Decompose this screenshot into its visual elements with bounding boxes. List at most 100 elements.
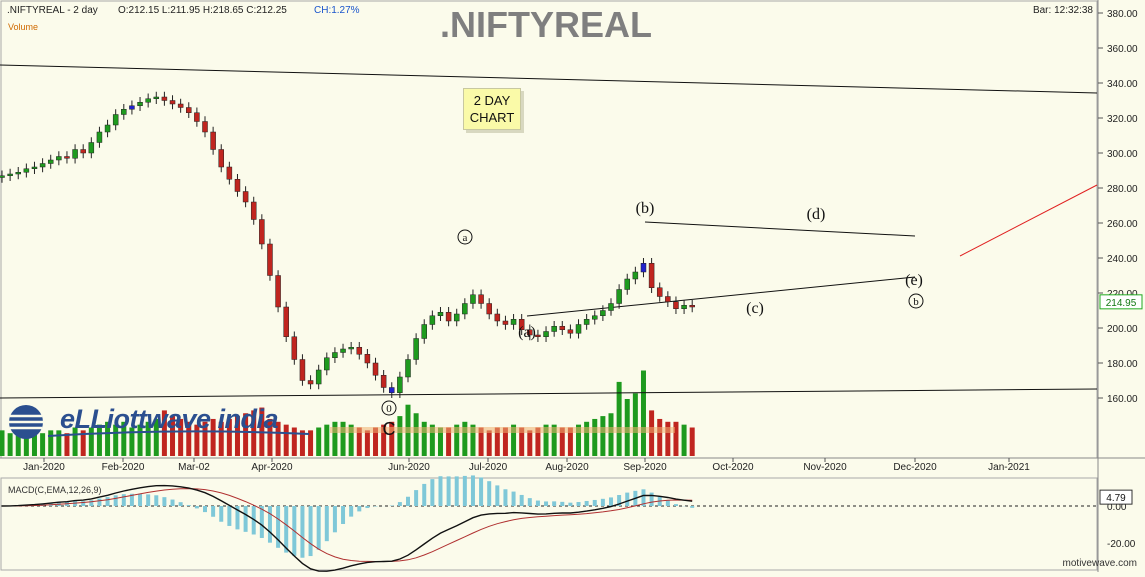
volume-bar	[641, 371, 646, 457]
candle-body	[503, 321, 508, 325]
wave-label-c: (c)	[746, 300, 764, 317]
candle-body	[56, 157, 61, 161]
candle-body	[97, 132, 102, 143]
wave-label-b: (b)	[636, 200, 655, 217]
candle-body	[535, 335, 540, 337]
macd-histogram-bar	[479, 477, 483, 506]
volume-bar	[316, 428, 321, 457]
candle-body	[438, 312, 443, 316]
macd-label: MACD(C,EMA,12,26,9)	[8, 485, 102, 495]
candle-body	[552, 326, 557, 331]
candle-body	[332, 353, 337, 358]
candle-body	[40, 164, 45, 168]
macd-histogram-bar	[357, 506, 361, 511]
candle-body	[560, 326, 565, 330]
candle-body	[584, 319, 589, 324]
candle-body	[227, 167, 232, 179]
candle-body	[162, 97, 167, 101]
volume-bar	[487, 430, 492, 456]
candle-body	[324, 358, 329, 370]
volume-bar	[332, 422, 337, 456]
macd-histogram-bar	[300, 506, 304, 558]
macd-histogram-bar	[447, 476, 451, 506]
volume-bar	[592, 419, 597, 456]
candle-body	[121, 109, 126, 114]
candle-body	[349, 347, 354, 349]
macd-histogram-bar	[179, 502, 183, 506]
macd-histogram-bar	[528, 498, 532, 506]
macd-histogram-bar	[122, 494, 126, 506]
candle-body	[235, 179, 240, 191]
macd-histogram-bar	[552, 501, 556, 506]
candle-body	[64, 157, 69, 159]
macd-histogram-bar	[609, 497, 613, 506]
macd-histogram-bar	[512, 492, 516, 506]
volume-bar	[365, 430, 370, 456]
volume-bar	[422, 422, 427, 456]
macd-histogram-bar	[244, 506, 248, 532]
candle-body	[641, 263, 646, 272]
x-tick-label: Jan-2021	[988, 462, 1030, 473]
candle-body	[568, 330, 573, 334]
y-tick-label: 180.00	[1107, 359, 1138, 370]
macd-histogram-bar	[114, 495, 118, 506]
projection-line	[960, 185, 1097, 256]
volume-bar	[649, 410, 654, 456]
volume-bar	[633, 393, 638, 456]
macd-histogram-bar	[430, 479, 434, 506]
candle-body	[0, 176, 5, 178]
candle-body	[625, 279, 630, 290]
y-tick-label: 340.00	[1107, 79, 1138, 90]
wave-label-d: (d)	[807, 206, 826, 223]
wave-label-c-major: C	[383, 419, 396, 439]
candle-body	[397, 377, 402, 393]
candle-body	[113, 115, 118, 126]
candle-body	[89, 143, 94, 154]
candle-body	[308, 381, 313, 385]
volume-bar	[397, 416, 402, 456]
candle-body	[129, 106, 134, 110]
y-tick-label: 260.00	[1107, 219, 1138, 230]
candle-body	[292, 337, 297, 360]
volume-bar	[584, 422, 589, 456]
x-tick-label: Mar-02	[178, 462, 210, 473]
candle-body	[373, 363, 378, 375]
macd-histogram-bar	[211, 506, 215, 517]
macd-tick-label: -20.00	[1107, 539, 1136, 550]
macd-histogram-bar	[106, 497, 110, 506]
volume-bar	[690, 428, 695, 457]
candle-body	[592, 316, 597, 320]
candle-body	[81, 150, 86, 154]
macd-histogram-bar	[666, 500, 670, 506]
candle-body	[682, 305, 687, 309]
candle-body	[24, 169, 29, 173]
candle-body	[138, 102, 143, 106]
candle-body	[365, 354, 370, 363]
candle-body	[243, 192, 248, 203]
macd-histogram-bar	[577, 502, 581, 506]
macd-histogram-bar	[365, 506, 369, 508]
candle-body	[479, 295, 484, 304]
candle-body	[211, 132, 216, 150]
symbol-label: .NIFTYREAL - 2 day	[7, 5, 98, 16]
volume-bar	[462, 422, 467, 456]
macd-line	[2, 486, 692, 572]
candle-body	[649, 263, 654, 288]
wave-label-minor-a: a	[463, 232, 468, 244]
macd-histogram-bar	[203, 506, 207, 512]
macd-histogram-bar	[325, 506, 329, 541]
x-tick-label: Feb-2020	[102, 462, 145, 473]
macd-histogram-bar	[585, 501, 589, 506]
x-tick-label: Jun-2020	[388, 462, 430, 473]
candle-body	[146, 99, 151, 103]
macd-histogram-bar	[341, 506, 345, 524]
candle-body	[617, 290, 622, 304]
volume-bar	[600, 416, 605, 456]
candle-body	[414, 339, 419, 360]
candle-body	[576, 325, 581, 334]
volume-bar	[324, 425, 329, 456]
macd-histogram-bar	[674, 504, 678, 506]
x-tick-label: Oct-2020	[712, 462, 754, 473]
candle-body	[462, 304, 467, 315]
